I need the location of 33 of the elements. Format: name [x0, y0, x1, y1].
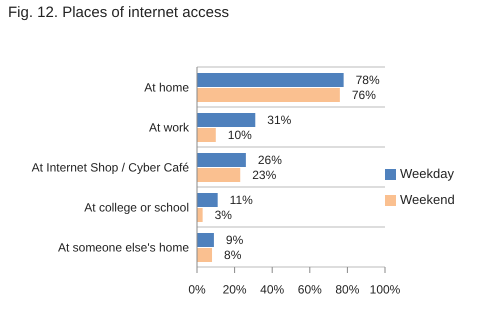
- bar: [197, 73, 344, 87]
- bar: [197, 88, 340, 102]
- data-label: 8%: [224, 248, 242, 262]
- bar: [197, 248, 212, 262]
- y-tick-label: At someone else's home: [58, 240, 190, 254]
- legend-label: Weekend: [400, 192, 455, 207]
- data-label: 23%: [252, 168, 277, 182]
- y-tick-label: At home: [144, 80, 190, 94]
- y-tick-label: At college or school: [84, 200, 189, 214]
- bar: [197, 153, 246, 167]
- data-label: 11%: [230, 193, 254, 207]
- data-label: 3%: [214, 208, 232, 222]
- bar: [197, 233, 214, 247]
- data-label: 26%: [258, 153, 282, 167]
- y-tick-label: At work: [148, 120, 190, 134]
- legend-label: Weekday: [400, 166, 454, 181]
- bar: [197, 193, 218, 207]
- bar: [197, 168, 240, 182]
- data-label: 76%: [352, 88, 376, 102]
- y-tick-label: At Internet Shop / Cyber Café: [32, 160, 190, 174]
- x-tick-label: 100%: [370, 282, 401, 297]
- x-tick-label: 40%: [260, 282, 285, 297]
- data-label: 31%: [267, 113, 292, 127]
- chart-title: Fig. 12. Places of internet access: [8, 4, 229, 21]
- data-label: 10%: [228, 128, 252, 142]
- x-tick-label: 20%: [222, 282, 247, 297]
- bar: [197, 128, 216, 142]
- x-tick-label: 60%: [298, 282, 322, 297]
- data-label: 9%: [226, 233, 244, 247]
- x-tick-label: 80%: [335, 282, 360, 297]
- x-tick-label: 0%: [188, 282, 206, 297]
- bar: [197, 113, 256, 127]
- data-label: 78%: [356, 73, 380, 87]
